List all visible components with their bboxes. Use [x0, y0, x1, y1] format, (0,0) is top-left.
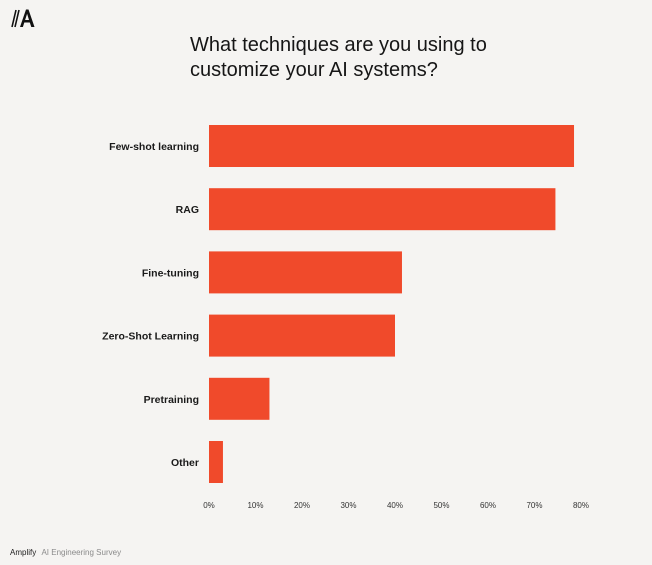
footer: Amplify AI Engineering Survey [10, 548, 121, 557]
category-label: RAG [176, 204, 199, 216]
x-tick-label: 50% [433, 501, 449, 510]
category-label: Other [171, 457, 199, 469]
bar-few-shot-learning [209, 125, 575, 167]
category-label: Fine-tuning [142, 267, 199, 279]
category-label: Pretraining [144, 394, 199, 406]
category-label: Zero-Shot Learning [102, 331, 199, 343]
bar-zero-shot-learning [209, 314, 395, 357]
bar-rag [209, 188, 556, 231]
x-tick-label: 30% [340, 501, 356, 510]
brand-name: Amplify [10, 548, 37, 557]
x-tick-label: 20% [294, 501, 310, 510]
x-tick-label: 40% [387, 501, 403, 510]
chart-title: What techniques are you using to customi… [190, 34, 487, 81]
x-tick-label: 10% [247, 501, 263, 510]
source-label: AI Engineering Survey [41, 548, 122, 557]
bar-other [209, 441, 223, 483]
bar-fine-tuning [209, 251, 402, 294]
x-tick-label: 70% [526, 501, 542, 510]
x-tick-label: 60% [480, 501, 496, 510]
amplify-logo-icon [11, 9, 35, 28]
x-tick-label: 0% [203, 501, 215, 510]
category-label: Few-shot learning [109, 141, 199, 153]
x-tick-label: 80% [573, 501, 589, 510]
bar-pretraining [209, 377, 270, 420]
